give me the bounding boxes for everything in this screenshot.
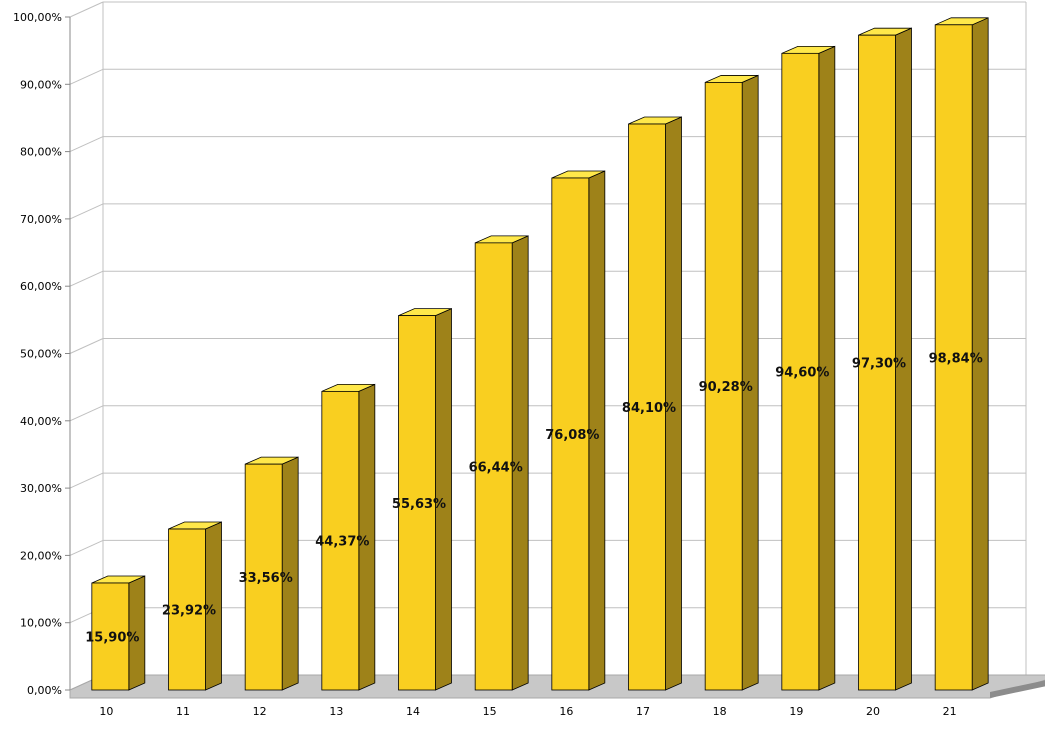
bar: 33,56% 12 [239, 456, 299, 718]
x-tick-label: 14 [406, 705, 420, 718]
bar-front [781, 52, 820, 691]
y-tick-label: 80,00% [20, 146, 62, 159]
bar: 55,63% 14 [392, 307, 452, 718]
x-tick-label: 16 [559, 705, 573, 718]
x-tick-label: 18 [713, 705, 727, 718]
x-tick-label: 15 [483, 705, 497, 718]
gridline-side [69, 338, 104, 354]
bars: 15,90% 10 23,92% 11 33,56% 12 44,37% 13 55,63% 14… [85, 17, 989, 718]
data-label: 33,56% [239, 571, 293, 586]
bar: 98,84% 21 [929, 17, 989, 718]
x-tick-label: 20 [866, 705, 880, 718]
chart-floor-edge [990, 680, 1045, 698]
gridline-side [69, 270, 104, 287]
x-tick-label: 21 [943, 705, 957, 718]
bar-front [858, 34, 896, 691]
data-label: 15,90% [85, 630, 139, 645]
y-tick-label: 60,00% [20, 280, 62, 293]
gridline-side [69, 203, 104, 220]
bar: 76,08% 16 [545, 170, 606, 718]
gridline-side [69, 68, 104, 85]
gridline-side [69, 405, 104, 422]
bar-front [244, 463, 283, 691]
x-tick-label: 13 [329, 705, 343, 718]
x-tick-label: 12 [253, 705, 267, 718]
y-tick-label: 20,00% [20, 549, 62, 562]
gridline-side [69, 1, 104, 18]
gridline-side [69, 472, 104, 489]
x-tick-label: 10 [99, 705, 113, 718]
bar-front [321, 390, 360, 691]
data-label: 97,30% [852, 357, 906, 372]
y-tick-label: 30,00% [20, 482, 62, 495]
bar: 66,44% 15 [469, 235, 529, 718]
data-label: 94,60% [775, 366, 829, 381]
y-tick-label: 40,00% [20, 415, 62, 428]
bar: 23,92% 11 [162, 521, 222, 718]
x-tick-label: 17 [636, 705, 650, 718]
bar-front [628, 123, 666, 691]
x-tick-label: 11 [176, 705, 190, 718]
x-tick-label: 19 [789, 705, 803, 718]
bar-front [551, 177, 590, 691]
data-label: 76,08% [545, 428, 599, 443]
bar: 97,30% 20 [852, 27, 912, 718]
y-tick-label: 90,00% [20, 78, 62, 91]
y-axis-ticks: 0,00% 10,00% 20,00% 30,00% 40,00% 50,00% 60,00… [13, 11, 70, 697]
bar: 84,10% 17 [622, 116, 682, 718]
data-label: 90,28% [699, 380, 753, 395]
y-tick-label: 70,00% [20, 213, 62, 226]
data-label: 44,37% [315, 535, 369, 550]
data-label: 55,63% [392, 497, 446, 512]
gridline-side [69, 136, 104, 153]
y-tick-label: 50,00% [20, 348, 62, 361]
y-tick-label: 0,00% [27, 684, 62, 697]
bar: 15,90% 10 [85, 575, 146, 718]
bar: 44,37% 13 [315, 383, 376, 718]
bar-front [168, 528, 206, 691]
bar-front [398, 315, 436, 691]
bar: 94,60% 19 [775, 45, 836, 718]
y-tick-label: 10,00% [20, 617, 62, 630]
y-tick-label: 100,00% [13, 11, 62, 24]
bar-front [474, 242, 513, 691]
bar-front [934, 24, 973, 691]
bar-front [704, 82, 743, 691]
data-label: 84,10% [622, 401, 676, 416]
bar: 90,28% 18 [699, 74, 759, 718]
data-label: 66,44% [469, 460, 523, 475]
bar-front [91, 582, 130, 691]
data-label: 98,84% [929, 351, 983, 366]
data-label: 23,92% [162, 604, 216, 619]
gridline-side [69, 539, 104, 556]
